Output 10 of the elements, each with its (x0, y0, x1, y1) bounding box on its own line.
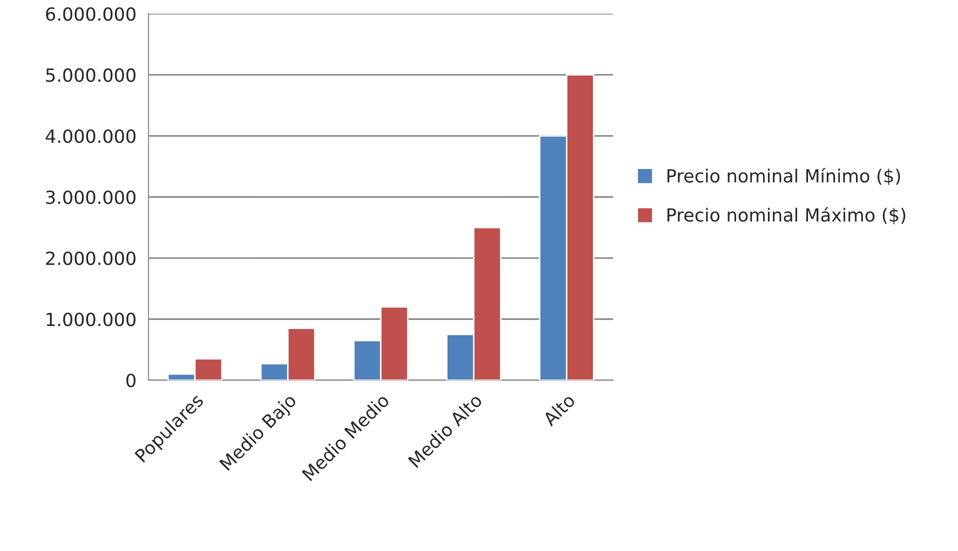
y-tick-label: 1.000.000 (46, 312, 136, 326)
y-tick-label: 2.000.000 (46, 252, 136, 266)
y-tick-label: 4.000.000 (46, 129, 136, 144)
y-tick-label: 5.000.000 (46, 68, 136, 82)
x-tick-label: Alto (542, 392, 576, 427)
y-tick-label: 0 (126, 374, 136, 388)
y-tick-label: 3.000.000 (46, 190, 136, 204)
y-tick-label: 6.000.000 (46, 7, 136, 21)
legend-label: Precio nominal Mínimo ($) (668, 168, 900, 186)
legend-label: Precio nominal Máximo ($) (668, 207, 906, 224)
